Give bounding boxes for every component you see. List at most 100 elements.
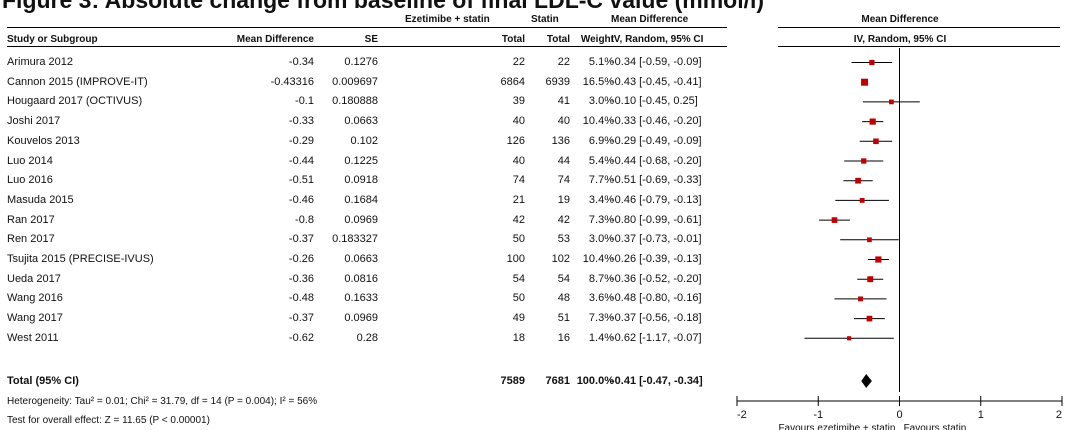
weight: 3.0% xyxy=(588,233,614,246)
standard-error: 0.1276 xyxy=(344,56,378,68)
study-name: Tsujita 2015 (PRECISE-IVUS) xyxy=(7,253,154,265)
total-experimental: 74 xyxy=(512,174,525,187)
mean-difference: -0.29 xyxy=(288,134,314,147)
standard-error: 0.102 xyxy=(350,134,378,147)
mean-difference: -0.8 xyxy=(295,213,314,226)
confidence-interval: -0.44 [-0.68, -0.20] xyxy=(611,154,702,167)
study-marker xyxy=(875,256,882,263)
standard-error: 0.28 xyxy=(356,331,378,344)
standard-error: 0.0969 xyxy=(344,213,378,226)
total-control: 51 xyxy=(557,312,570,325)
header-bottom-rule xyxy=(7,46,727,47)
study-marker xyxy=(861,78,869,86)
total-label: Total (95% CI) xyxy=(7,375,79,387)
total-control: 74 xyxy=(557,174,570,187)
total-experimental: 21 xyxy=(512,193,525,206)
study-name: West 2011 xyxy=(7,331,59,344)
standard-error: 0.009697 xyxy=(332,75,378,88)
total-experimental: 22 xyxy=(512,56,525,68)
total-n-experimental: 7589 xyxy=(500,375,525,387)
study-name: Ueda 2017 xyxy=(7,272,61,285)
confidence-interval: -0.80 [-0.99, -0.61] xyxy=(611,213,702,226)
col-header-plot-ci: IV, Random, 95% CI xyxy=(853,34,947,45)
study-marker xyxy=(867,237,872,243)
weight: 5.1% xyxy=(588,56,614,68)
study-marker xyxy=(869,118,876,125)
study-name: Wang 2016 xyxy=(7,292,63,305)
favours-right-label: Favours statin xyxy=(904,423,967,430)
mean-difference: -0.37 xyxy=(288,312,314,325)
x-tick-label: 2 xyxy=(1056,409,1062,421)
mean-difference: -0.43316 xyxy=(270,75,314,88)
weight: 7.3% xyxy=(588,312,614,325)
total-experimental: 49 xyxy=(512,312,525,325)
weight: 10.4% xyxy=(582,253,614,265)
confidence-interval: -0.34 [-0.59, -0.09] xyxy=(611,56,702,68)
confidence-interval: -0.29 [-0.49, -0.09] xyxy=(611,134,702,147)
study-name: Hougaard 2017 (OCTIVUS) xyxy=(7,95,143,108)
total-control: 136 xyxy=(551,134,570,147)
mean-difference: -0.44 xyxy=(288,154,314,167)
weight: 7.7% xyxy=(588,174,614,187)
standard-error: 0.1684 xyxy=(344,193,378,206)
mean-difference: -0.48 xyxy=(288,292,314,305)
total-experimental: 18 xyxy=(512,331,525,344)
study-name: Ran 2017 xyxy=(7,213,55,226)
standard-error: 0.0663 xyxy=(344,253,378,265)
total-control: 53 xyxy=(557,233,570,246)
standard-error: 0.0663 xyxy=(344,115,378,128)
col-header-ci: IV, Random, 95% CI xyxy=(611,34,704,45)
weight: 3.4% xyxy=(588,193,614,206)
confidence-interval: -0.46 [-0.79, -0.13] xyxy=(611,193,702,206)
standard-error: 0.0918 xyxy=(344,174,378,187)
study-name: Masuda 2015 xyxy=(7,193,74,206)
plot-header-bottom-rule xyxy=(778,46,1060,47)
group-header-experimental: Ezetimibe + statin xyxy=(405,14,490,25)
total-experimental: 50 xyxy=(512,292,525,305)
total-experimental: 42 xyxy=(512,213,525,226)
confidence-interval: -0.37 [-0.56, -0.18] xyxy=(611,312,702,325)
heterogeneity-text: Heterogeneity: Tau² = 0.01; Chi² = 31.79… xyxy=(7,396,318,407)
confidence-interval: -0.48 [-0.80, -0.16] xyxy=(611,292,702,305)
confidence-interval: -0.37 [-0.73, -0.01] xyxy=(611,233,702,246)
study-marker xyxy=(867,276,874,283)
pooled-diamond xyxy=(861,374,872,388)
study-marker xyxy=(858,296,863,302)
total-control: 40 xyxy=(557,115,570,128)
study-marker xyxy=(847,336,852,341)
weight: 5.4% xyxy=(588,154,614,167)
mean-difference: -0.37 xyxy=(288,233,314,246)
weight: 7.3% xyxy=(588,213,614,226)
group-header-mean-difference: Mean Difference xyxy=(611,14,689,25)
col-header-se: SE xyxy=(364,34,378,45)
total-control: 42 xyxy=(557,213,570,226)
total-experimental: 54 xyxy=(512,272,525,285)
group-header-plot-mean-difference: Mean Difference xyxy=(861,14,939,25)
study-marker xyxy=(861,158,867,164)
favours-left-label: Favours ezetimibe + statin xyxy=(778,423,895,430)
total-experimental: 39 xyxy=(512,95,525,108)
confidence-interval: -0.10 [-0.45, 0.25] xyxy=(611,95,698,108)
weight: 16.5% xyxy=(582,75,614,88)
study-name: Wang 2017 xyxy=(7,312,63,325)
study-name: Ren 2017 xyxy=(7,233,55,246)
x-tick-label: 1 xyxy=(978,409,984,421)
weight: 10.4% xyxy=(582,115,614,128)
total-experimental: 50 xyxy=(512,233,525,246)
total-n-control: 7681 xyxy=(545,375,570,387)
total-control: 19 xyxy=(557,193,570,206)
mean-difference: -0.34 xyxy=(288,56,314,68)
plot-header-top-rule xyxy=(778,27,1060,28)
study-name: Luo 2014 xyxy=(7,154,53,167)
standard-error: 0.0969 xyxy=(344,312,378,325)
mean-difference: -0.51 xyxy=(288,174,314,187)
total-control: 6939 xyxy=(545,75,570,88)
total-experimental: 100 xyxy=(506,253,525,265)
overall-effect-text: Test for overall effect: Z = 11.65 (P < … xyxy=(7,415,210,426)
mean-difference: -0.26 xyxy=(288,253,314,265)
total-control: 102 xyxy=(551,253,570,265)
standard-error: 0.180888 xyxy=(332,95,378,108)
figure-title: Figure 3: Absolute change from baseline … xyxy=(2,0,765,13)
col-header-study: Study or Subgroup xyxy=(7,34,98,45)
